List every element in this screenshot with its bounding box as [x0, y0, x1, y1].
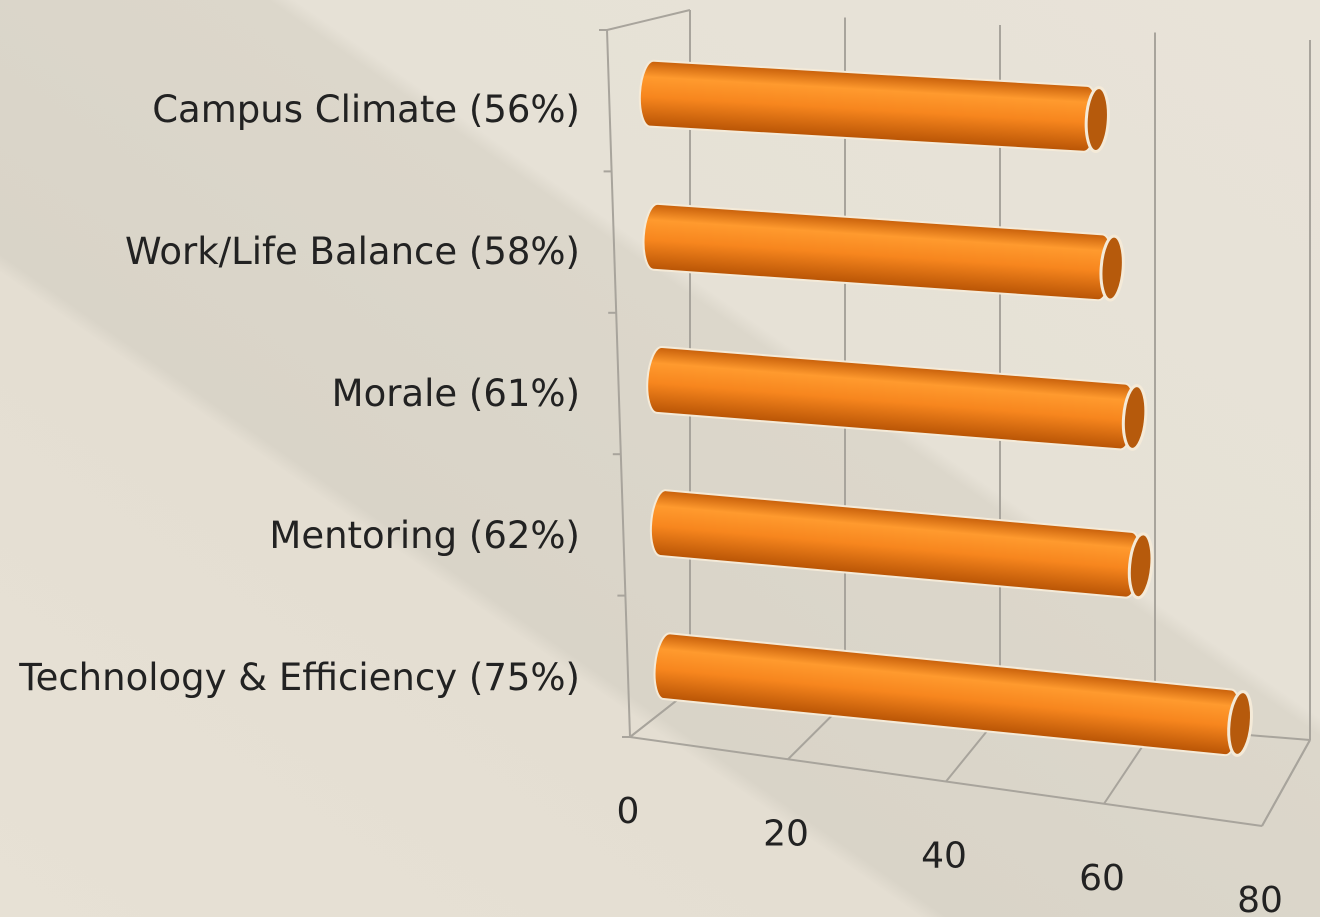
bar-group: [642, 202, 1125, 302]
x-tick-label: 60: [1079, 858, 1125, 899]
category-text: Morale (61%): [331, 372, 580, 415]
category-text: Work/Life Balance (58%): [124, 230, 580, 273]
bar: [642, 202, 1114, 302]
category-text: Campus Climate (56%): [152, 88, 580, 131]
category-label: Morale (61%): [0, 334, 580, 454]
bar: [638, 59, 1099, 153]
category-label: Work/Life Balance (58%): [0, 192, 580, 312]
floor-grid-line: [1261, 739, 1311, 827]
bar-group: [649, 489, 1154, 600]
bar-cap: [1084, 86, 1110, 153]
bar-group: [653, 632, 1253, 757]
bar-cap: [1121, 384, 1148, 451]
bar-cap: [1099, 234, 1125, 302]
bar: [649, 489, 1143, 599]
bar-group: [638, 59, 1110, 153]
frame-line: [606, 29, 631, 738]
bar-group: [646, 346, 1148, 451]
x-tick-label: 80: [1237, 880, 1283, 917]
x-tick-label: 0: [617, 791, 640, 832]
x-tick-label: 20: [763, 813, 809, 854]
x-tick-label: 40: [921, 836, 967, 877]
bar: [646, 346, 1136, 451]
category-text: Technology & Efficiency (75%): [19, 656, 580, 699]
category-label: Campus Climate (56%): [0, 50, 580, 170]
bar-cap: [1227, 690, 1253, 757]
frame-line: [606, 9, 691, 31]
category-label: Technology & Efficiency (75%): [0, 618, 580, 738]
category-label: Mentoring (62%): [0, 476, 580, 596]
bar-cap: [1127, 532, 1154, 600]
category-text: Mentoring (62%): [269, 514, 580, 557]
